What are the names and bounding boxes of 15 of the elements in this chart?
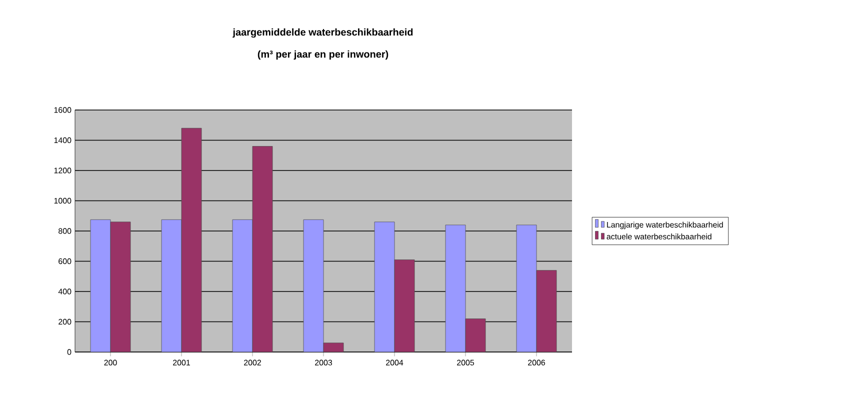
bar (110, 222, 131, 352)
bar (374, 222, 395, 352)
bar (465, 318, 486, 352)
bar (536, 270, 557, 352)
bar (516, 224, 537, 352)
bar (181, 128, 202, 352)
bar (303, 219, 324, 352)
bar (90, 219, 111, 352)
bar (394, 260, 415, 352)
bar (161, 219, 182, 352)
bar (232, 219, 253, 352)
bar (445, 224, 466, 352)
bar (252, 146, 273, 352)
chart-title: jaargemiddelde waterbeschikbaarheid (232, 28, 413, 38)
chart-subtitle: (m³ per jaar en per inwoner) (258, 50, 388, 60)
